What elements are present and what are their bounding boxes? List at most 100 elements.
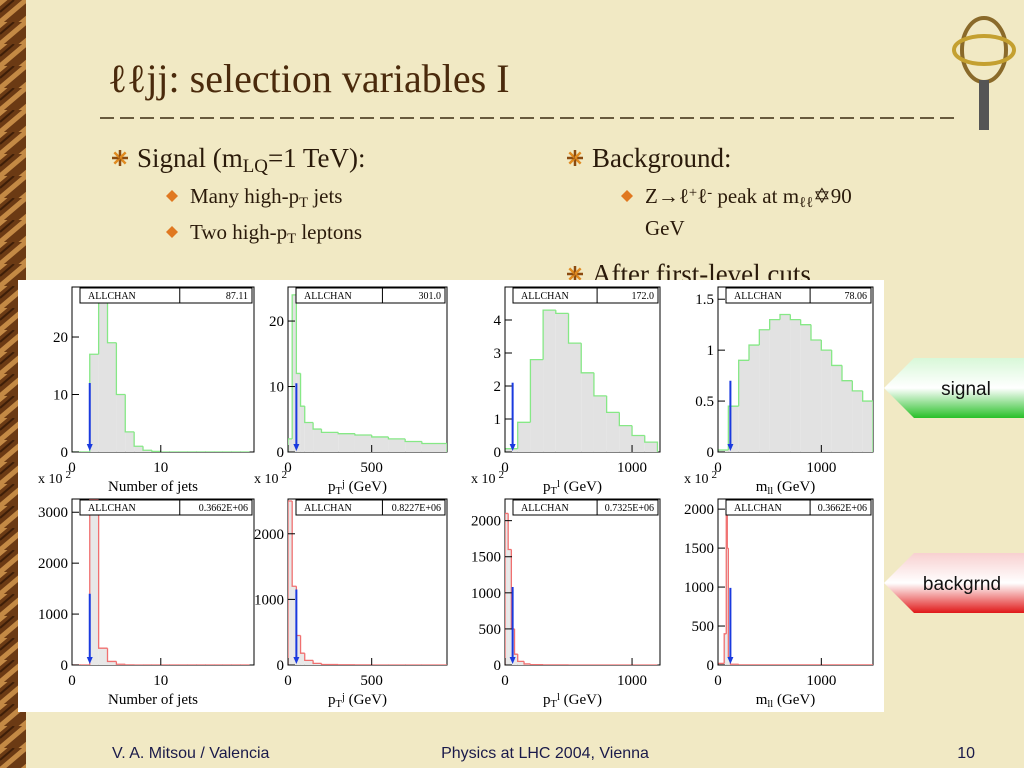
bar	[321, 432, 339, 452]
x-tick-label: 500	[360, 460, 383, 476]
x-tick-label: 0	[284, 673, 292, 689]
bar	[555, 313, 569, 452]
bar	[724, 633, 727, 665]
text-part: Background:	[592, 143, 731, 173]
stats-box	[79, 499, 253, 516]
text-part: j	[341, 692, 345, 703]
bar	[405, 441, 422, 452]
x-tick-label: 0	[284, 460, 292, 476]
bar	[568, 343, 582, 452]
text-part: T	[551, 486, 558, 497]
stats-label: ALLCHAN	[304, 291, 352, 302]
bar-outline	[631, 425, 645, 437]
text-part: Number of jets	[108, 479, 198, 495]
y-tick-label: 3000	[38, 505, 68, 521]
rich-text: Number of jets	[108, 692, 198, 708]
stats-value: 0.3662E+06	[199, 503, 248, 514]
text-part: Many high-p	[190, 184, 299, 208]
bar-outline	[133, 431, 144, 447]
cut-arrowhead	[86, 657, 93, 664]
text-part: jets	[308, 184, 342, 208]
bar	[728, 406, 739, 452]
y-multiplier: x 10 2	[471, 469, 504, 487]
x-tick-label: 0	[714, 673, 722, 689]
bar	[718, 449, 729, 452]
text-part: T	[336, 699, 343, 710]
bar-outline	[862, 390, 873, 452]
y-tick-label: 2000	[471, 514, 501, 530]
bar	[593, 395, 607, 452]
bar-outline	[820, 339, 832, 351]
y-tick-label: 0	[61, 445, 69, 461]
bar-outline	[505, 512, 509, 665]
text-part: (GeV)	[560, 692, 602, 708]
stats-box	[295, 499, 446, 516]
bar	[89, 499, 99, 665]
x-tick-label: 0	[68, 673, 76, 689]
bar	[606, 412, 620, 452]
bar-outline	[567, 313, 582, 344]
y-tick-label: 2000	[684, 502, 714, 518]
bar	[769, 319, 780, 452]
x-tick-label: 0	[68, 460, 76, 476]
x-tick-label: 0	[501, 673, 509, 689]
plot-frame	[71, 498, 255, 666]
bar-outline	[124, 664, 135, 665]
bar	[125, 431, 135, 452]
multiplier-exponent: 2	[712, 469, 718, 481]
bullet-diamond	[166, 190, 178, 202]
text-part: T	[551, 699, 558, 710]
text-part: (GeV)	[773, 479, 815, 495]
y-tick-label: 0	[61, 658, 69, 674]
y-tick-label: 1000	[684, 580, 714, 596]
bars	[505, 309, 659, 452]
plot-frame	[287, 286, 448, 453]
text-part: ll	[767, 699, 773, 710]
bar	[288, 500, 293, 665]
bar	[517, 661, 525, 665]
x-tick-label: 10	[153, 673, 168, 689]
bar-outline	[542, 309, 556, 360]
bar-outline	[507, 513, 512, 551]
bar	[134, 446, 144, 452]
text-part: ✡90	[813, 184, 852, 208]
bar-outline	[160, 451, 170, 452]
bar-outline	[513, 628, 518, 655]
text-part: T	[287, 231, 296, 247]
y-tick-label: 1000	[471, 586, 501, 602]
stats-box	[79, 287, 253, 304]
bar	[143, 450, 152, 452]
bar-outline	[312, 660, 322, 665]
bar	[338, 433, 355, 452]
bar	[738, 360, 749, 452]
plot-frame	[717, 498, 874, 666]
x-tick-label: 1000	[806, 460, 836, 476]
multiplier-base: x 10	[684, 472, 709, 487]
y-tick-label: 0	[277, 445, 285, 461]
bar-outline	[529, 663, 544, 665]
text-part: peak at m	[712, 184, 799, 208]
bar	[831, 365, 842, 452]
star-ray	[119, 151, 127, 159]
bar	[296, 635, 301, 665]
bar-outline	[723, 633, 727, 664]
histogram-panel: ALLCHAN 87.11 0 10 20 0 10 Number of jets	[53, 286, 255, 495]
bar-outline	[555, 310, 569, 315]
stats-label: ALLCHAN	[521, 503, 569, 514]
stats-box	[725, 499, 872, 516]
multiplier-exponent: 2	[499, 469, 505, 481]
bar	[632, 435, 645, 452]
bar-outline	[312, 422, 322, 430]
histogram-panel: ALLCHAN 172.0 0 1 2 3 4 0 1000 pTl (GeV)	[494, 286, 661, 497]
histogram-panel: ALLCHAN 78.06 0 0.5 1 1.5 0 1000 mll (GeV)	[695, 286, 874, 497]
stats-value: 172.0	[632, 291, 655, 302]
rich-text: GeV	[645, 216, 685, 240]
bar-outline	[800, 319, 811, 326]
y-tick-label: 0	[494, 658, 502, 674]
y-tick-label: 1500	[684, 541, 714, 557]
cut-arrowhead	[293, 657, 300, 664]
text-part: Z→ℓ	[645, 184, 689, 208]
bar-outline	[288, 438, 293, 452]
cut-arrowhead	[509, 657, 516, 664]
bar	[288, 438, 293, 452]
